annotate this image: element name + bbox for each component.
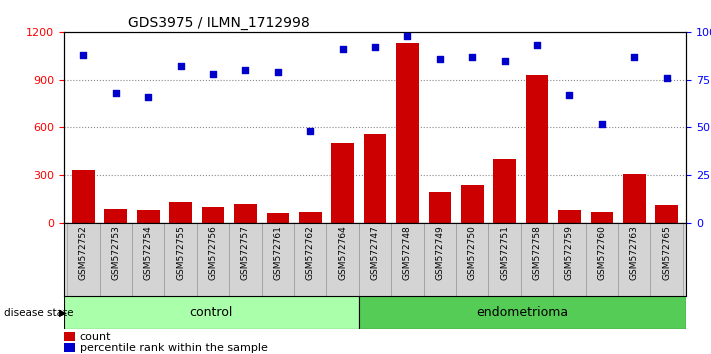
Text: GSM572758: GSM572758 xyxy=(533,225,542,280)
Bar xyxy=(100,223,132,296)
Bar xyxy=(72,171,95,223)
Text: disease state: disease state xyxy=(4,308,73,318)
Bar xyxy=(623,175,646,223)
Bar xyxy=(493,159,516,223)
Bar xyxy=(558,210,581,223)
Text: ▶: ▶ xyxy=(59,308,67,318)
Bar xyxy=(262,223,294,296)
Point xyxy=(337,46,348,52)
Point xyxy=(240,67,251,73)
Text: GSM572752: GSM572752 xyxy=(79,225,88,280)
Bar xyxy=(229,223,262,296)
Point xyxy=(175,63,186,69)
Point xyxy=(499,58,510,63)
Point xyxy=(597,121,608,126)
Bar xyxy=(456,223,488,296)
Text: GSM572748: GSM572748 xyxy=(403,225,412,280)
Bar xyxy=(64,332,75,341)
Bar xyxy=(591,212,613,223)
Point xyxy=(466,54,478,59)
Bar xyxy=(396,43,419,223)
Bar xyxy=(586,223,618,296)
Bar xyxy=(267,213,289,223)
Bar xyxy=(424,223,456,296)
Bar xyxy=(137,210,159,223)
Point xyxy=(110,90,122,96)
Bar xyxy=(525,75,548,223)
Point xyxy=(402,33,413,39)
Bar xyxy=(651,223,683,296)
Bar xyxy=(364,134,386,223)
Point xyxy=(661,75,673,81)
Bar xyxy=(461,185,483,223)
Bar xyxy=(164,223,197,296)
Bar xyxy=(234,204,257,223)
Point xyxy=(142,94,154,100)
Text: GSM572750: GSM572750 xyxy=(468,225,477,280)
Bar xyxy=(521,223,553,296)
Bar xyxy=(202,207,225,223)
Bar xyxy=(299,212,321,223)
Text: GSM572749: GSM572749 xyxy=(435,225,444,280)
Bar xyxy=(64,296,359,329)
Point xyxy=(629,54,640,59)
Bar xyxy=(391,223,424,296)
Point xyxy=(370,44,381,50)
Bar xyxy=(618,223,651,296)
Bar xyxy=(331,143,354,223)
Text: GSM572764: GSM572764 xyxy=(338,225,347,280)
Text: GSM572760: GSM572760 xyxy=(597,225,606,280)
Text: GDS3975 / ILMN_1712998: GDS3975 / ILMN_1712998 xyxy=(128,16,310,30)
Point xyxy=(272,69,284,75)
Bar xyxy=(359,223,391,296)
Bar xyxy=(132,223,164,296)
Point xyxy=(77,52,89,58)
Text: percentile rank within the sample: percentile rank within the sample xyxy=(80,343,267,353)
Text: GSM572759: GSM572759 xyxy=(565,225,574,280)
Text: GSM572751: GSM572751 xyxy=(500,225,509,280)
Point xyxy=(434,56,446,62)
Text: GSM572765: GSM572765 xyxy=(662,225,671,280)
Point xyxy=(208,71,219,77)
Text: GSM572757: GSM572757 xyxy=(241,225,250,280)
Bar xyxy=(197,223,229,296)
Text: count: count xyxy=(80,332,111,342)
Bar xyxy=(294,223,326,296)
Bar xyxy=(656,205,678,223)
Text: GSM572756: GSM572756 xyxy=(208,225,218,280)
Bar xyxy=(326,223,359,296)
Point xyxy=(564,92,575,98)
Text: control: control xyxy=(190,306,233,319)
Point xyxy=(304,129,316,134)
Bar xyxy=(553,223,586,296)
Bar xyxy=(68,223,100,296)
Text: GSM572755: GSM572755 xyxy=(176,225,185,280)
Text: endometrioma: endometrioma xyxy=(476,306,569,319)
Bar xyxy=(64,343,75,352)
Text: GSM572763: GSM572763 xyxy=(630,225,638,280)
Bar xyxy=(105,209,127,223)
Text: GSM572762: GSM572762 xyxy=(306,225,315,280)
Text: GSM572747: GSM572747 xyxy=(370,225,380,280)
Bar xyxy=(488,223,521,296)
Text: GSM572761: GSM572761 xyxy=(273,225,282,280)
Bar xyxy=(359,296,686,329)
Bar xyxy=(429,192,451,223)
Bar xyxy=(169,202,192,223)
Point xyxy=(531,42,542,48)
Text: GSM572754: GSM572754 xyxy=(144,225,153,280)
Text: GSM572753: GSM572753 xyxy=(112,225,120,280)
